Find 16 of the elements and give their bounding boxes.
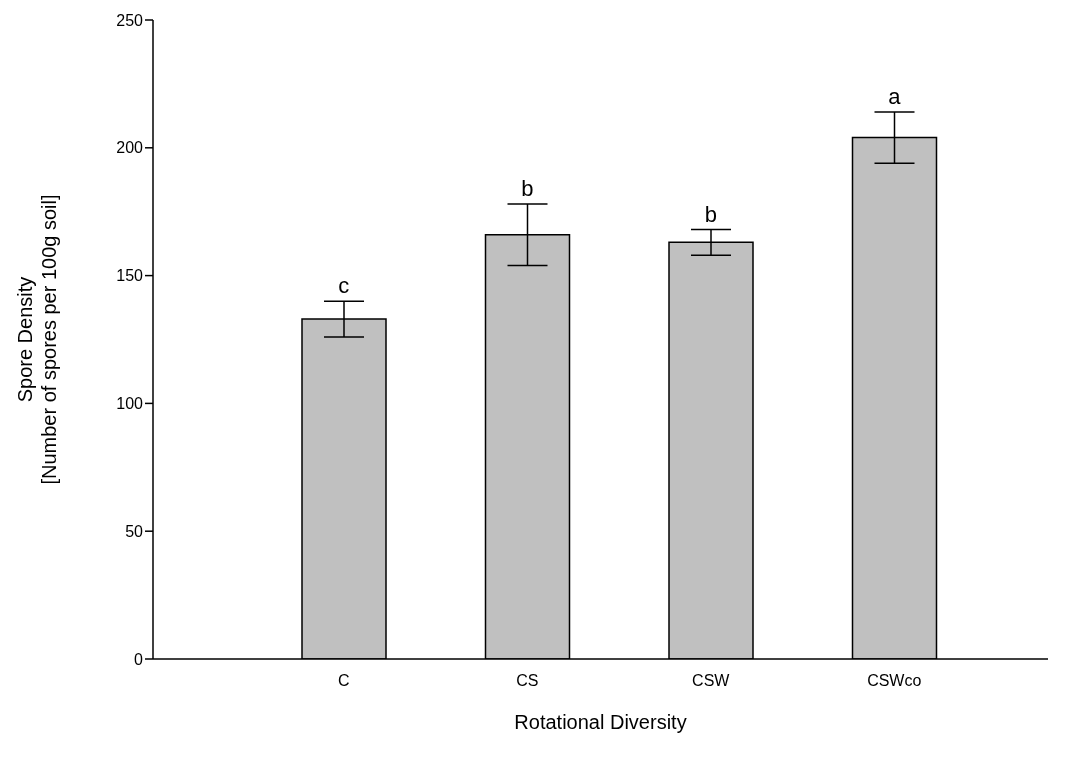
x-tick-label: CS (516, 672, 539, 690)
y-tick-label: 0 (134, 650, 144, 668)
x-tick-label: C (337, 672, 350, 690)
y-tick-label: 50 (125, 522, 144, 540)
y-tick-label: 250 (116, 11, 144, 29)
annotation: c (338, 273, 350, 299)
annotation: a (888, 84, 902, 110)
x-tick-label: CSW (692, 672, 731, 690)
y-tick-label: 200 (116, 139, 144, 157)
annotation: b (521, 176, 534, 202)
annotation: b (704, 201, 717, 227)
y-axis-title: Spore Density [Number of spores per 100g soil] (14, 194, 60, 485)
x-tick-label: CSWco (867, 672, 922, 690)
x-axis-title: Rotational Diversity (514, 711, 687, 733)
y-tick-label: 150 (116, 267, 144, 285)
y-tick-label: 100 (116, 395, 144, 413)
